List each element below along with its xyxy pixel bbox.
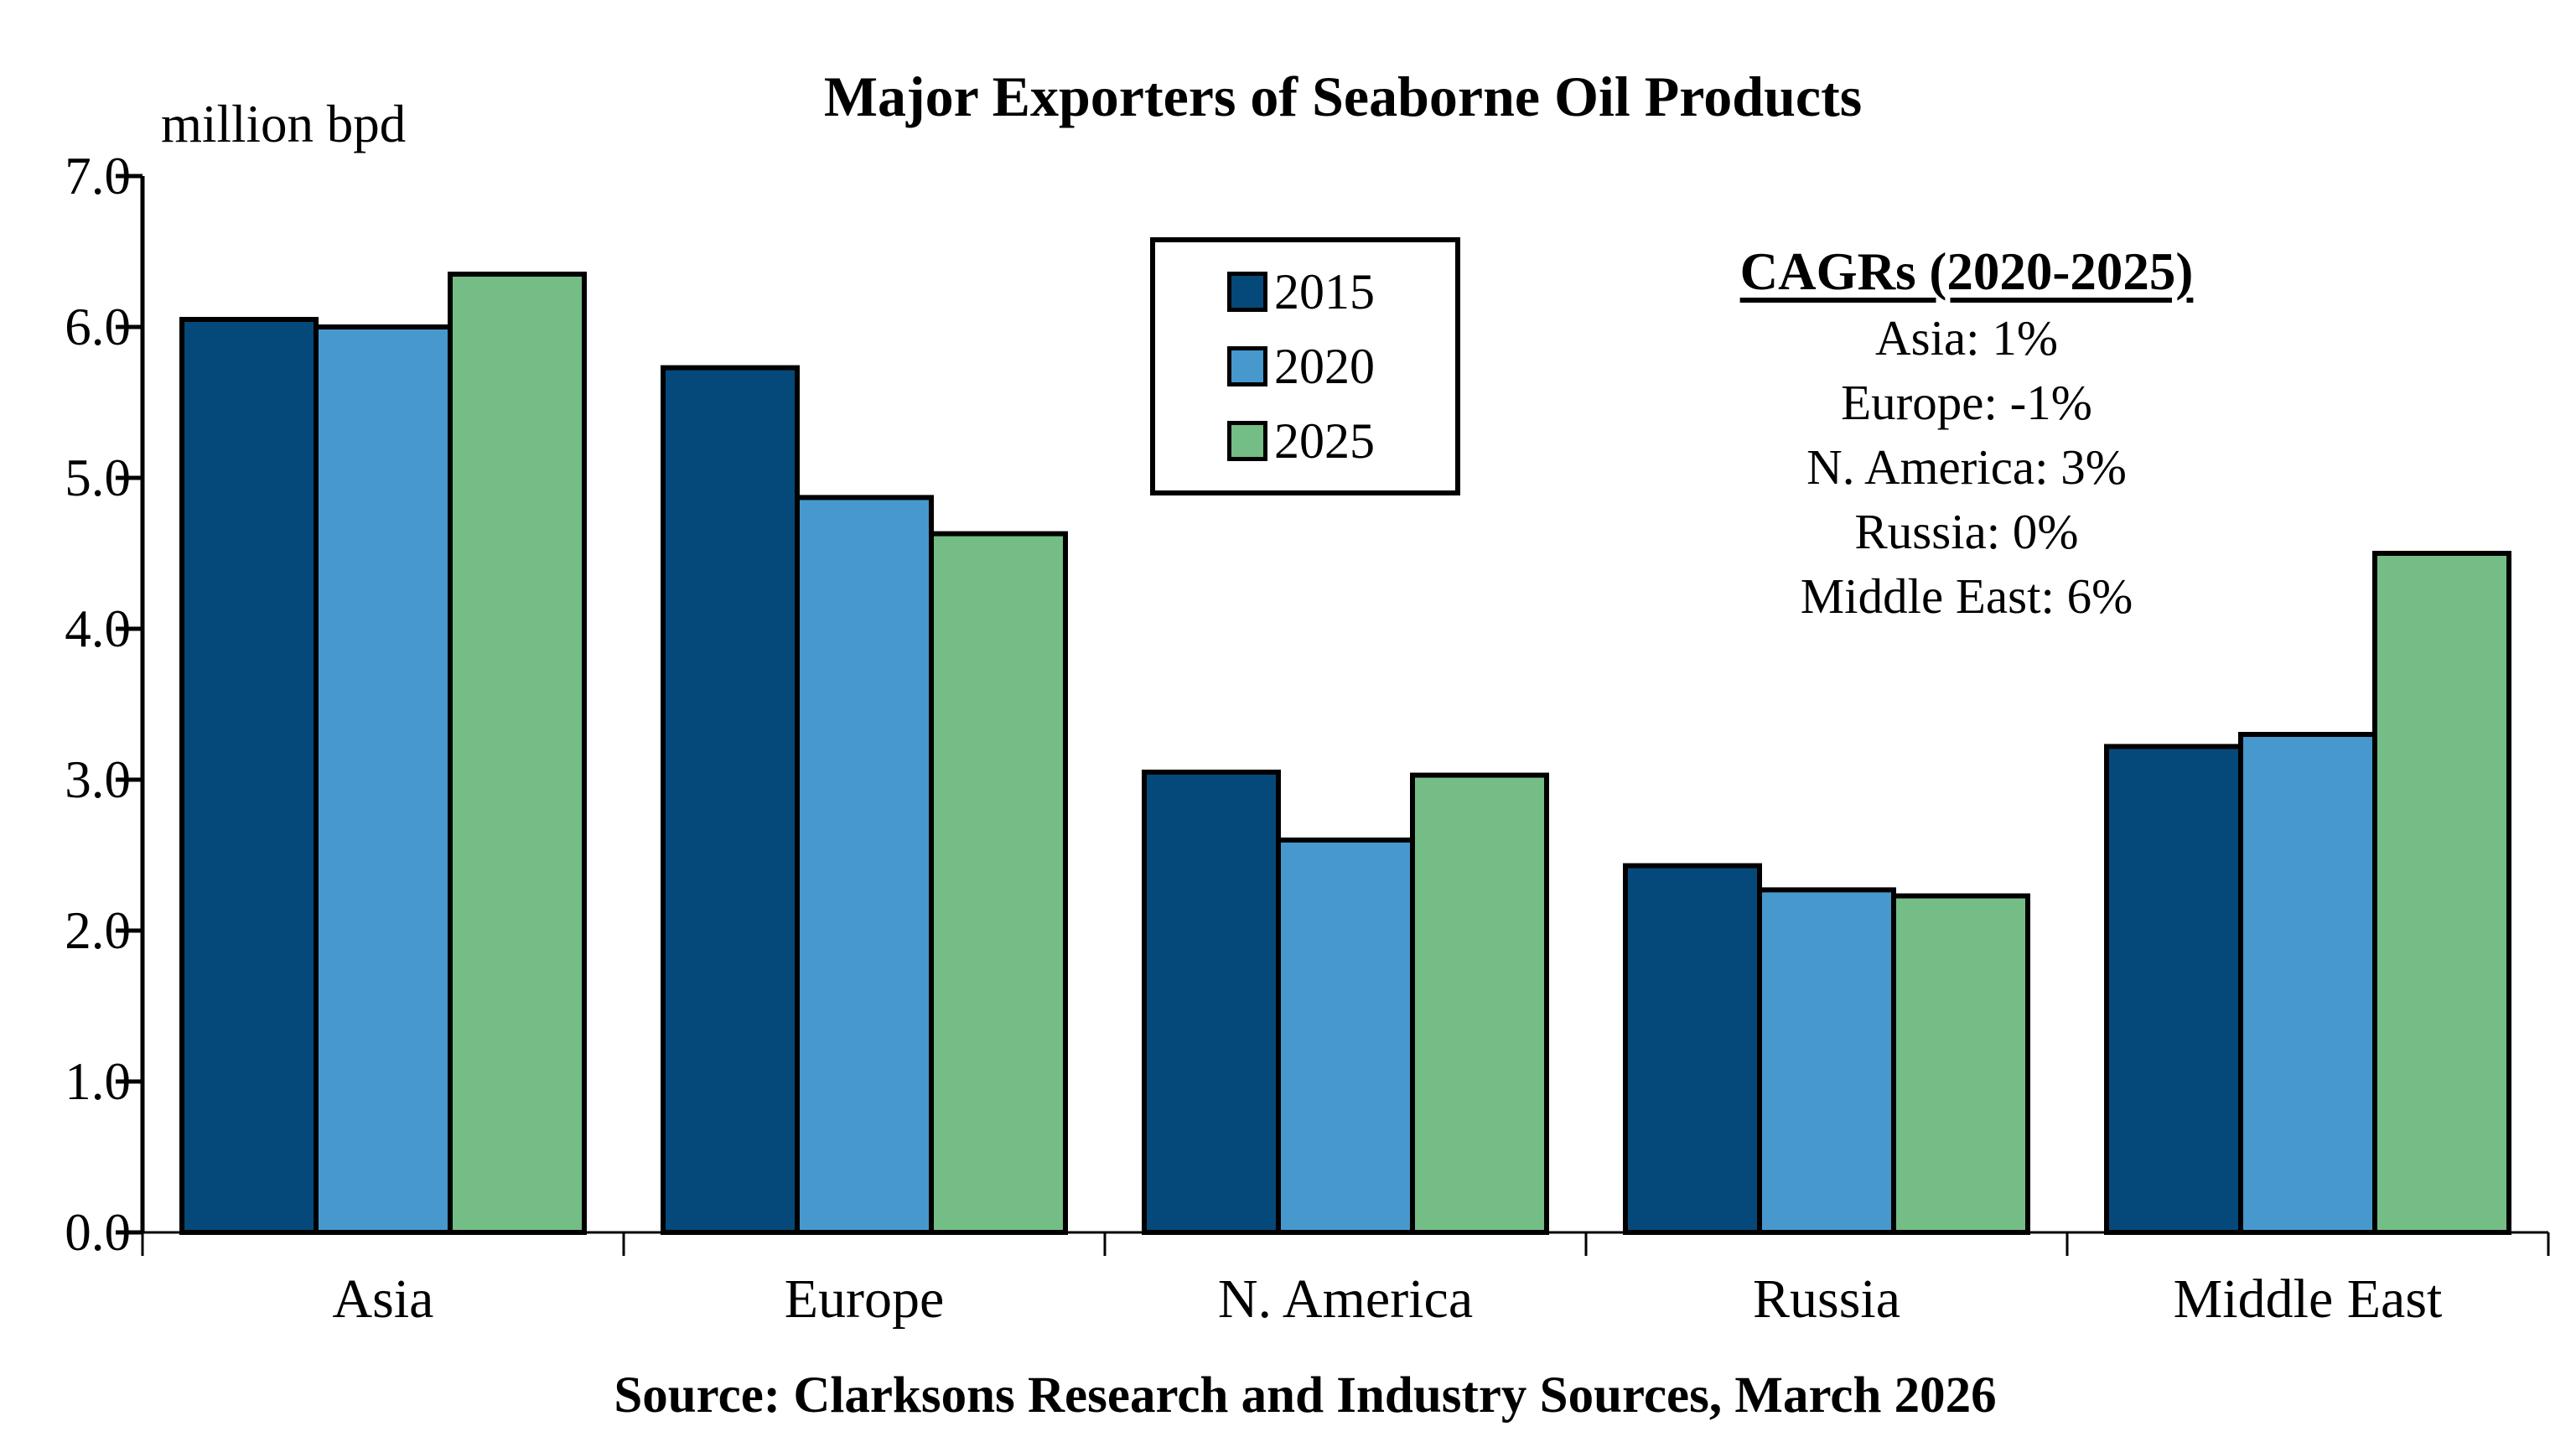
legend-swatch-2025 bbox=[1227, 421, 1267, 461]
category-label-russia: Russia bbox=[1752, 1268, 1901, 1330]
y-tick-label-4.0: 4.0 bbox=[65, 599, 131, 658]
bar-n-america-2025 bbox=[1410, 772, 1549, 1235]
chart-title: Major Exporters of Seaborne Oil Products bbox=[823, 65, 1863, 128]
cagr-line-4: Middle East: 6% bbox=[1800, 568, 2133, 624]
legend-label-2020: 2020 bbox=[1274, 339, 1375, 394]
category-label-europe: Europe bbox=[784, 1268, 945, 1330]
legend-label-2015: 2015 bbox=[1274, 264, 1375, 319]
y-tick-label-0.0: 0.0 bbox=[65, 1203, 131, 1262]
source-note: Source: Clarksons Research and Industry … bbox=[614, 1367, 1997, 1424]
bar-middle-east-2025 bbox=[2372, 551, 2511, 1235]
bar-russia-2015 bbox=[1623, 863, 1762, 1235]
y-tick-label-7.0: 7.0 bbox=[65, 147, 131, 205]
bar-asia-2020 bbox=[314, 324, 453, 1235]
legend-swatch-2015 bbox=[1227, 272, 1267, 312]
cagr-line-2: N. America: 3% bbox=[1806, 439, 2127, 495]
y-tick-label-1.0: 1.0 bbox=[65, 1052, 131, 1111]
bar-middle-east-2020 bbox=[2238, 732, 2377, 1235]
category-label-n-america: N. America bbox=[1217, 1268, 1474, 1330]
legend: 2015 2020 2025 bbox=[1150, 237, 1460, 495]
bar-middle-east-2015 bbox=[2104, 744, 2243, 1235]
bar-russia-2020 bbox=[1757, 887, 1896, 1236]
category-label-asia: Asia bbox=[332, 1268, 434, 1330]
bar-europe-2020 bbox=[795, 495, 934, 1235]
category-label-middle-east: Middle East bbox=[2173, 1268, 2443, 1330]
y-tick-label-3.0: 3.0 bbox=[65, 750, 131, 809]
y-axis-unit-label: million bpd bbox=[161, 95, 407, 153]
bar-europe-2015 bbox=[661, 365, 800, 1236]
bar-europe-2025 bbox=[929, 531, 1068, 1235]
cagr-line-1: Europe: -1% bbox=[1841, 375, 2092, 430]
cagr-line-3: Russia: 0% bbox=[1854, 504, 2079, 559]
legend-item-2015: 2015 bbox=[1155, 267, 1455, 317]
legend-swatch-2020 bbox=[1227, 346, 1267, 386]
cagr-line-0: Asia: 1% bbox=[1875, 310, 2058, 366]
cagr-note: CAGRs (2020-2025) Asia: 1% Europe: -1% N. … bbox=[1631, 237, 2302, 629]
bar-russia-2025 bbox=[1891, 893, 2030, 1235]
bar-asia-2015 bbox=[179, 317, 319, 1235]
cagr-note-lines: Asia: 1% Europe: -1% N. America: 3% Russia:… bbox=[1631, 306, 2302, 629]
bar-n-america-2020 bbox=[1276, 838, 1415, 1235]
bar-asia-2025 bbox=[448, 272, 587, 1235]
y-tick-label-6.0: 6.0 bbox=[65, 298, 131, 356]
legend-label-2025: 2025 bbox=[1274, 413, 1375, 469]
bar-n-america-2015 bbox=[1142, 770, 1281, 1235]
y-tick-label-5.0: 5.0 bbox=[65, 449, 131, 507]
legend-item-2025: 2025 bbox=[1155, 416, 1455, 466]
y-tick-label-2.0: 2.0 bbox=[65, 901, 131, 960]
legend-item-2020: 2020 bbox=[1155, 341, 1455, 392]
cagr-note-title: CAGRs (2020-2025) bbox=[1739, 242, 2194, 301]
